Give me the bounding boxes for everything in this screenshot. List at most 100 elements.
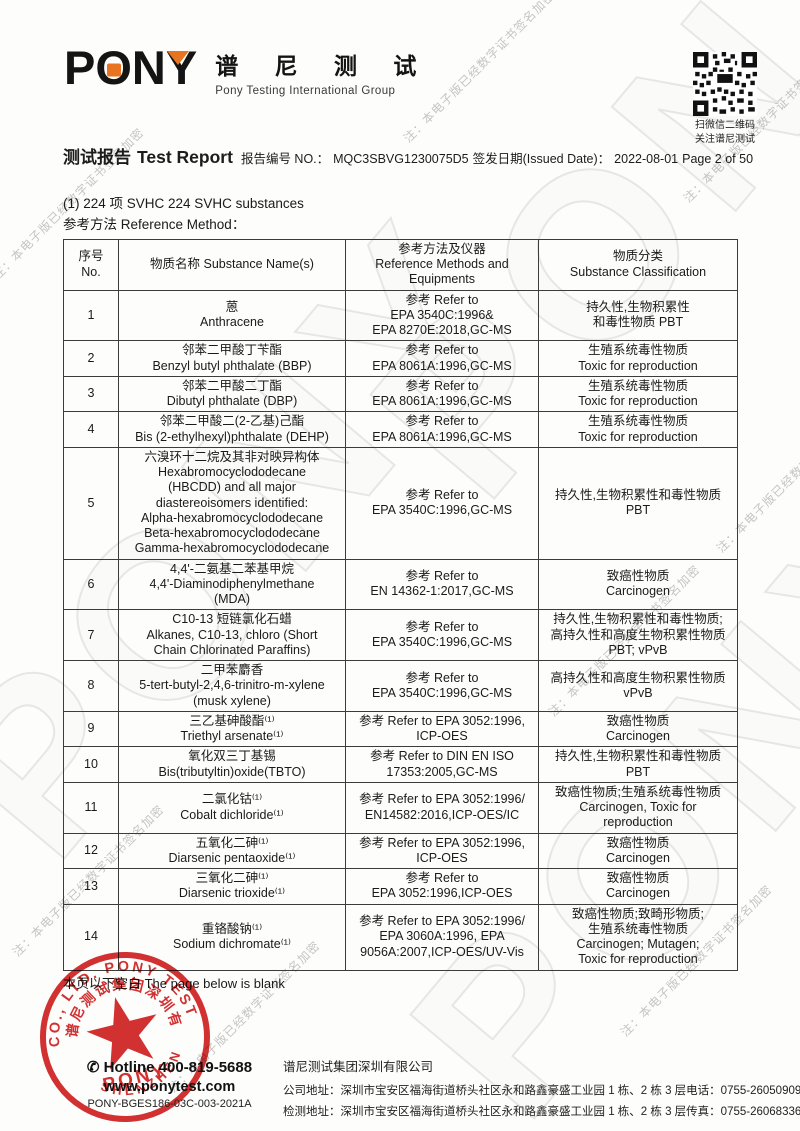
table-body: 1 蒽 Anthracene 参考 Refer to EPA 3540C:1996& EP… bbox=[63, 289, 738, 971]
table-row: 11 二氯化钴⁽¹⁾ Cobalt dichloride⁽¹⁾ 参考 Refer to… bbox=[63, 781, 738, 834]
cell-classification: 致癌性物质 Carcinogen bbox=[538, 558, 738, 611]
cell-substance-name: 二甲苯麝香 5-tert-butyl-2,4,6-trinitro-m-xylen… bbox=[118, 660, 346, 712]
cell-classification: 致癌性物质 Carcinogen bbox=[538, 710, 738, 748]
cell-method: 参考 Refer to EPA 3540C:1996,GC-MS bbox=[345, 660, 539, 712]
cell-substance-name: 三氧化二砷⁽¹⁾ Diarsenic trioxide⁽¹⁾ bbox=[118, 868, 346, 905]
cell-no: 9 bbox=[63, 710, 119, 748]
reference-method-label: 参考方法 Reference Method： bbox=[63, 216, 246, 232]
table-row: 9 三乙基砷酸酯⁽¹⁾ Triethyl arsenate⁽¹⁾ 参考 Refer t… bbox=[63, 710, 738, 748]
issue-date-value: 2022-08-01 bbox=[614, 152, 679, 166]
cell-substance-name: C10-13 短链氯化石蜡 Alkanes, C10-13, chloro (Sh… bbox=[118, 609, 346, 662]
cell-classification: 致癌性物质 Carcinogen bbox=[538, 868, 738, 905]
cell-method: 参考 Refer to EPA 3540C:1996,GC-MS bbox=[345, 609, 539, 662]
table-row: 10 氧化双三丁基锡 Bis(tributyltin)oxide(TBTO) 参考 R… bbox=[63, 746, 738, 783]
cell-no: 8 bbox=[63, 660, 119, 712]
table-header-row: 序号 No. 物质名称 Substance Name(s) 参考方法及仪器 Refere… bbox=[63, 238, 738, 291]
cell-method: 参考 Refer to EPA 3540C:1996& EPA 8270E:2018… bbox=[345, 289, 539, 342]
cell-no: 10 bbox=[63, 746, 119, 783]
cell-method: 参考 Refer to EPA 3052:1996, ICP-OES bbox=[345, 710, 539, 748]
phone-icon: ✆ bbox=[86, 1059, 100, 1076]
qr-code-icon bbox=[693, 52, 757, 116]
cell-substance-name: 邻苯二甲酸丁苄酯 Benzyl butyl phthalate (BBP) bbox=[118, 340, 346, 377]
cell-classification: 生殖系统毒性物质 Toxic for reproduction bbox=[538, 340, 738, 377]
cell-substance-name: 六溴环十二烷及其非对映异构体 Hexabromocyclododecane (HBC… bbox=[118, 446, 346, 560]
page-indicator: Page 2 of 50 bbox=[682, 152, 754, 166]
cell-classification: 生殖系统毒性物质 Toxic for reproduction bbox=[538, 375, 738, 413]
cell-method: 参考 Refer to EPA 8061A:1996,GC-MS bbox=[345, 340, 539, 377]
column-header: 物质分类 Substance Classification bbox=[538, 238, 738, 291]
document-number: PONY-BGES186-03C-003-2021A bbox=[87, 1098, 252, 1110]
table-row: 3 邻苯二甲酸二丁酯 Dibutyl phthalate (DBP) 参考 Refer… bbox=[63, 375, 738, 413]
cell-classification: 致癌性物质 Carcinogen bbox=[538, 832, 738, 870]
cell-classification: 致癌性物质;致畸形物质; 生殖系统毒性物质 Carcinogen; Mutagen;… bbox=[538, 903, 738, 971]
cell-substance-name: 三乙基砷酸酯⁽¹⁾ Triethyl arsenate⁽¹⁾ bbox=[118, 710, 346, 748]
wechat-qr-block: 扫微信二维码 关注谱尼测试 bbox=[680, 52, 770, 146]
test-address: 检测地址：深圳市宝安区福海街道桥头社区永和路鑫豪盛工业园 1 栋、2 栋 3 层 bbox=[283, 1106, 687, 1118]
cell-substance-name: 五氧化二砷⁽¹⁾ Diarsenic pentaoxide⁽¹⁾ bbox=[118, 832, 346, 870]
report-title-row: 测试报告 Test Report 报告编号 NO.： MQC3SBVG12300… bbox=[63, 143, 763, 168]
cell-substance-name: 蒽 Anthracene bbox=[118, 289, 346, 342]
cell-method: 参考 Refer to DIN EN ISO 17353:2005,GC-MS bbox=[345, 746, 539, 783]
cell-classification: 持久性,生物积累性和毒性物质 PBT bbox=[538, 746, 738, 783]
logo-letter: P bbox=[64, 41, 96, 94]
report-no-label: 报告编号 NO.： bbox=[240, 152, 330, 166]
hotline-number: Hotline 400-819-5688 bbox=[103, 1059, 253, 1076]
page-blank-note: 本页以下空白 The page below is blank bbox=[63, 975, 285, 991]
company-address: 公司地址：深圳市宝安区福海街道桥头社区永和路鑫豪盛工业园 1 栋、2 栋 3 层 bbox=[283, 1085, 687, 1097]
logo-chinese-name: 谱 尼 测 试 bbox=[215, 53, 432, 79]
table-row: 1 蒽 Anthracene 参考 Refer to EPA 3540C:1996& EP… bbox=[63, 289, 738, 342]
table-row: 4 邻苯二甲酸二(2-乙基)己酯 Bis (2-ethylhexyl)phthala… bbox=[63, 411, 738, 448]
cell-no: 7 bbox=[63, 609, 119, 662]
cell-substance-name: 4,4'-二氨基二苯基甲烷 4,4'-Diaminodiphenylmethane… bbox=[118, 558, 346, 611]
cell-method: 参考 Refer to EPA 3052:1996/EPA 3060A:1996… bbox=[345, 903, 539, 971]
cell-method: 参考 Refer to EN 14362-1:2017,GC-MS bbox=[345, 558, 539, 611]
cell-classification: 持久性,生物积累性和毒性物质; 高持久性和高度生物积累性物质 PBT; vPvB bbox=[538, 609, 738, 662]
cell-no: 12 bbox=[63, 832, 119, 870]
cell-method: 参考 Refer to EPA 3540C:1996,GC-MS bbox=[345, 446, 539, 560]
stamp-star-icon bbox=[86, 997, 157, 1070]
svhc-table: 序号 No. 物质名称 Substance Name(s) 参考方法及仪器 Refere… bbox=[63, 238, 738, 971]
table-row: 2 邻苯二甲酸丁苄酯 Benzyl butyl phthalate (BBP) 参考 … bbox=[63, 340, 738, 377]
logo-letter-y: Y bbox=[165, 41, 198, 94]
cell-method: 参考 Refer to EPA 8061A:1996,GC-MS bbox=[345, 411, 539, 448]
cell-classification: 持久性,生物积累性和毒性物质 PBT bbox=[538, 446, 738, 560]
cell-no: 3 bbox=[63, 375, 119, 413]
table-row: 8 二甲苯麝香 5-tert-butyl-2,4,6-trinitro-m-xyle… bbox=[63, 660, 738, 712]
cell-no: 6 bbox=[63, 558, 119, 611]
table-row: 13 三氧化二砷⁽¹⁾ Diarsenic trioxide⁽¹⁾ 参考 Refer … bbox=[63, 868, 738, 905]
column-header: 序号 No. bbox=[63, 238, 119, 291]
logo-letter-o: O bbox=[95, 41, 132, 94]
cell-no: 5 bbox=[63, 446, 119, 560]
cell-method: 参考 Refer to EPA 3052:1996,ICP-OES bbox=[345, 868, 539, 905]
cell-substance-name: 邻苯二甲酸二丁酯 Dibutyl phthalate (DBP) bbox=[118, 375, 346, 413]
table-row: 12 五氧化二砷⁽¹⁾ Diarsenic pentaoxide⁽¹⁾ 参考 Refe… bbox=[63, 832, 738, 870]
logo-subtitle: Pony Testing International Group bbox=[215, 85, 396, 97]
table-row: 5 六溴环十二烷及其非对映异构体 Hexabromocyclododecane (HB… bbox=[63, 446, 738, 560]
footer-company-name: 谱尼测试集团深圳有限公司 bbox=[283, 1060, 434, 1074]
cell-no: 1 bbox=[63, 289, 119, 342]
company-info-block: 谱尼测试集团深圳有限公司 公司地址：深圳市宝安区福海街道桥头社区永和路鑫豪盛工业… bbox=[283, 1056, 800, 1119]
cell-no: 11 bbox=[63, 781, 119, 834]
company-seal-stamp: CO., LTD. PONY TESTING GROUP 谱尼测试集团深圳有限公… bbox=[17, 929, 210, 1122]
cell-substance-name: 邻苯二甲酸二(2-乙基)己酯 Bis (2-ethylhexyl)phthalat… bbox=[118, 411, 346, 448]
cell-substance-name: 二氯化钴⁽¹⁾ Cobalt dichloride⁽¹⁾ bbox=[118, 781, 346, 834]
cell-substance-name: 氧化双三丁基锡 Bis(tributyltin)oxide(TBTO) bbox=[118, 746, 346, 783]
cell-classification: 致癌性物质;生殖系统毒性物质 Carcinogen, Toxic for repro… bbox=[538, 781, 738, 834]
cell-classification: 高持久性和高度生物积累性物质 vPvB bbox=[538, 660, 738, 712]
section-heading: (1) 224 项 SVHC 224 SVHC substances bbox=[63, 196, 304, 211]
cell-no: 13 bbox=[63, 868, 119, 905]
report-title-cn: 测试报告 bbox=[63, 148, 131, 167]
logo-letter: N bbox=[131, 41, 166, 94]
issue-date-label: 签发日期(Issued Date)： bbox=[472, 152, 611, 166]
company-tel: 电话：0755-26050909 bbox=[686, 1085, 800, 1097]
report-title-en: Test Report bbox=[137, 147, 233, 167]
report-no-value: MQC3SBVG1230075D5 bbox=[333, 152, 469, 166]
column-header: 物质名称 Substance Name(s) bbox=[118, 238, 346, 291]
qr-caption: 扫微信二维码 关注谱尼测试 bbox=[695, 120, 755, 145]
table-row: 7 C10-13 短链氯化石蜡 Alkanes, C10-13, chloro (S… bbox=[63, 609, 738, 662]
website-link[interactable]: www.ponytest.com bbox=[103, 1079, 236, 1095]
cell-no: 4 bbox=[63, 411, 119, 448]
hotline-block: ✆ Hotline 400-819-5688 www.ponytest.com … bbox=[62, 1058, 277, 1110]
